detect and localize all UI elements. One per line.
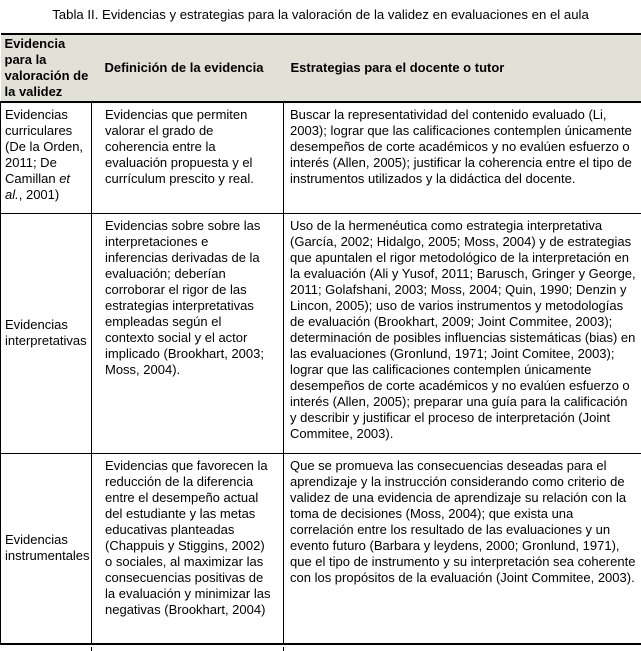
cell-evidencia-instrumentales: Evidencias instrumentales <box>0 452 92 645</box>
table-header-row: Evidencia para la valoración de la valid… <box>0 33 641 103</box>
cell-definicion-curriculares: Evidencias que permiten valorar el grado… <box>91 101 284 214</box>
next-row-border-stub-left <box>91 647 92 651</box>
cell-estrategias-instrumentales: Que se promueva las consecuencias desead… <box>283 452 641 645</box>
cell-estrategias-interpretativas: Uso de la hermenéutica como estrategia i… <box>283 212 641 454</box>
table-row-evidencias-interpretativas: Evidencias interpretativas Evidencias so… <box>0 212 641 454</box>
cell-estrategias-curriculares: Buscar la representatividad del contenid… <box>283 101 641 214</box>
evidence-strategies-table: Evidencia para la valoración de la valid… <box>0 33 641 645</box>
next-row-border-stub-right <box>283 647 284 651</box>
cell-definicion-instrumentales: Evidencias que favorecen la reducción de… <box>91 452 284 645</box>
column-header-estrategias: Estrategias para el docente o tutor <box>283 33 641 103</box>
cell-definicion-interpretativas: Evidencias sobre sobre las interpretacio… <box>91 212 284 454</box>
evidencia-text-tail: , 2001) <box>18 187 60 202</box>
evidencia-et-al-italic: et al. <box>5 171 71 202</box>
column-header-evidencia: Evidencia para la valoración de la valid… <box>0 33 92 103</box>
column-header-definicion: Definición de la evidencia <box>91 33 284 103</box>
cell-evidencia-interpretativas: Evidencias interpretativas <box>0 212 92 454</box>
evidencia-text: Evidencias curriculares (De la Orden, 20… <box>5 107 84 186</box>
table-row-evidencias-instrumentales: Evidencias instrumentales Evidencias que… <box>0 452 641 645</box>
table-caption: Tabla II. Evidencias y estrategias para … <box>52 7 589 22</box>
table-row-evidencias-curriculares: Evidencias curriculares (De la Orden, 20… <box>0 101 641 214</box>
cell-evidencia-curriculares: Evidencias curriculares (De la Orden, 20… <box>0 101 92 214</box>
